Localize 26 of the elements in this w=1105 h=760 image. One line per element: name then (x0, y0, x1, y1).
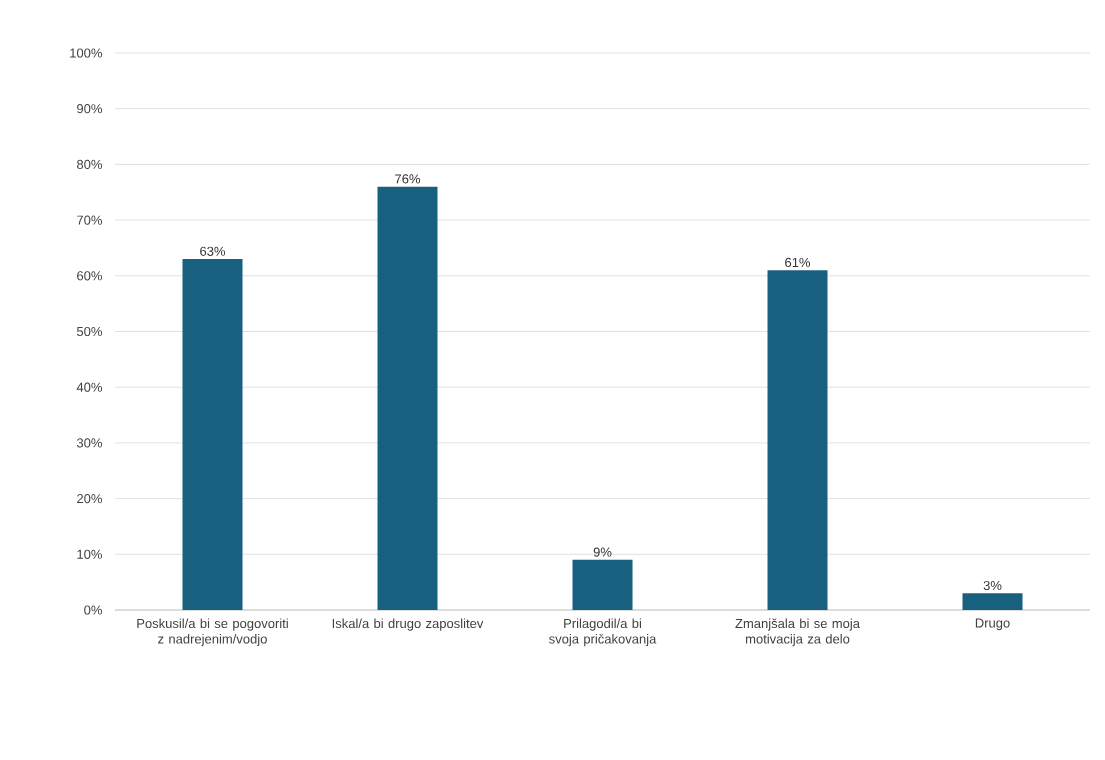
bar (182, 259, 243, 610)
y-tick-label: 60% (77, 271, 102, 281)
x-tick-label: Drugo (975, 618, 1010, 631)
y-tick-label: 50% (76, 326, 102, 337)
bar (962, 593, 1023, 610)
data-label: 9% (593, 547, 612, 557)
data-label: 3% (983, 580, 1002, 591)
y-tick-label: 0% (84, 605, 102, 615)
data-label: 63% (200, 246, 226, 256)
y-tick-label: 20% (77, 493, 102, 504)
x-tick-label: Prilagodil/a bi svoja pričakovanja (549, 618, 657, 647)
data-label: 76% (395, 174, 421, 184)
x-tick-label: Zmanjšala bi se moja motivacija za delo (735, 618, 860, 647)
y-tick-label: 70% (77, 215, 102, 225)
x-tick-label: Iskal/a bi drugo zaposlitev (332, 618, 484, 631)
y-tick-label: 80% (77, 159, 102, 169)
bar (767, 270, 828, 610)
bar (572, 559, 633, 610)
y-tick-label: 10% (77, 549, 102, 559)
y-tick-label: 100% (70, 48, 102, 58)
x-tick-label: Poskusil/a bi se pogovoriti z nadrejenim/vodjo (137, 618, 288, 647)
bar (377, 186, 438, 610)
y-tick-label: 40% (76, 382, 102, 392)
y-tick-label: 90% (77, 104, 102, 114)
y-tick-label: 30% (76, 438, 102, 448)
data-label: 61% (785, 257, 811, 268)
